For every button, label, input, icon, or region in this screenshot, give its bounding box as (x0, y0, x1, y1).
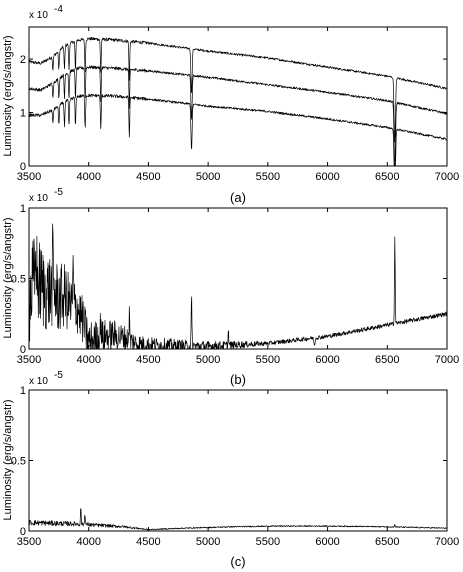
y-axis-label-c: Luminosity (erg/s/angstr) (2, 399, 14, 520)
y-tick-label-c-1: 1 (20, 385, 26, 397)
x-tick-label-b-3500: 3500 (17, 354, 41, 366)
y-exponent-power-c: -5 (54, 370, 63, 381)
x-tick-label-c-3500: 3500 (17, 536, 41, 548)
x-tick-label-c-6000: 6000 (315, 536, 339, 548)
x-tick-label-b-4500: 4500 (136, 354, 160, 366)
panel-label-b: (b) (230, 372, 246, 387)
y-tick-label-a-2: 2 (20, 54, 26, 66)
x-tick-label-a-3500: 3500 (17, 171, 41, 183)
y-exponent-power-a: -4 (54, 4, 63, 15)
spectrum-line-b-1 (28, 223, 448, 350)
spectrum-line-a-3 (28, 93, 448, 167)
ticks-b: 3500 4000 4500 5000 5500 6000 6500 7000 0 0.5 1 (11, 203, 460, 366)
y-tick-label-a-1: 1 (20, 108, 26, 120)
y-exponent-power-b: -5 (54, 187, 63, 198)
y-exponent-base-c: x 10 (29, 376, 48, 387)
panel-label-c: (c) (230, 554, 245, 569)
panel-label-a: (a) (230, 190, 246, 205)
x-tick-label-a-4000: 4000 (76, 171, 100, 183)
x-tick-label-a-6000: 6000 (315, 171, 339, 183)
panel-a: 3500 4000 4500 5000 5500 6000 6500 7000 0 1 2 Lumi… (2, 4, 459, 205)
x-tick-label-a-6500: 6500 (375, 171, 399, 183)
x-tick-label-c-5000: 5000 (196, 536, 220, 548)
y-exponent-base-b: x 10 (29, 193, 48, 204)
x-tick-label-c-4500: 4500 (136, 536, 160, 548)
x-tick-label-b-7000: 7000 (435, 354, 459, 366)
y-tick-label-b-1: 1 (20, 203, 26, 215)
x-tick-label-b-5500: 5500 (256, 354, 280, 366)
spectra-a (28, 36, 448, 167)
y-tick-label-c-0: 0 (20, 526, 26, 538)
spectra-b (28, 223, 448, 350)
y-tick-label-a-0: 0 (20, 161, 26, 173)
x-tick-label-c-5500: 5500 (256, 536, 280, 548)
x-tick-label-a-4500: 4500 (136, 171, 160, 183)
x-tick-label-c-7000: 7000 (435, 536, 459, 548)
y-axis-label-b: Luminosity (erg/s/angstr) (2, 217, 14, 338)
spectrum-line-c-1 (28, 508, 447, 531)
panel-b: 3500 4000 4500 5000 5500 6000 6500 7000 0 0.5 1 Lu… (2, 187, 459, 387)
x-tick-label-a-5000: 5000 (196, 171, 220, 183)
axes-frame-c (28, 389, 448, 532)
y-axis-label-a: Luminosity (erg/s/angstr) (2, 35, 14, 156)
y-tick-label-b-0: 0 (20, 344, 26, 356)
spectrum-line-a-2 (28, 65, 448, 167)
x-tick-label-c-6500: 6500 (375, 536, 399, 548)
ticks-a: 3500 4000 4500 5000 5500 6000 6500 7000 0 1 2 (17, 27, 459, 183)
ticks-c: 3500 4000 4500 5000 5500 6000 6500 7000 0 0.5 1 (11, 385, 460, 548)
y-tick-label-b-0.5: 0.5 (11, 274, 26, 286)
panel-c: 3500 4000 4500 5000 5500 6000 6500 7000 0 0.5 1 Lu… (2, 370, 459, 569)
x-tick-label-a-7000: 7000 (435, 171, 459, 183)
x-tick-label-b-4000: 4000 (76, 354, 100, 366)
spectrum-line-a-1 (28, 36, 448, 143)
axes-frame-a (28, 26, 448, 167)
x-tick-label-a-5500: 5500 (256, 171, 280, 183)
y-tick-label-c-0.5: 0.5 (11, 456, 26, 468)
x-tick-label-b-6000: 6000 (315, 354, 339, 366)
spectra-c (28, 508, 447, 531)
x-tick-label-b-5000: 5000 (196, 354, 220, 366)
x-tick-label-b-6500: 6500 (375, 354, 399, 366)
x-tick-label-c-4000: 4000 (76, 536, 100, 548)
y-exponent-base-a: x 10 (29, 10, 48, 21)
